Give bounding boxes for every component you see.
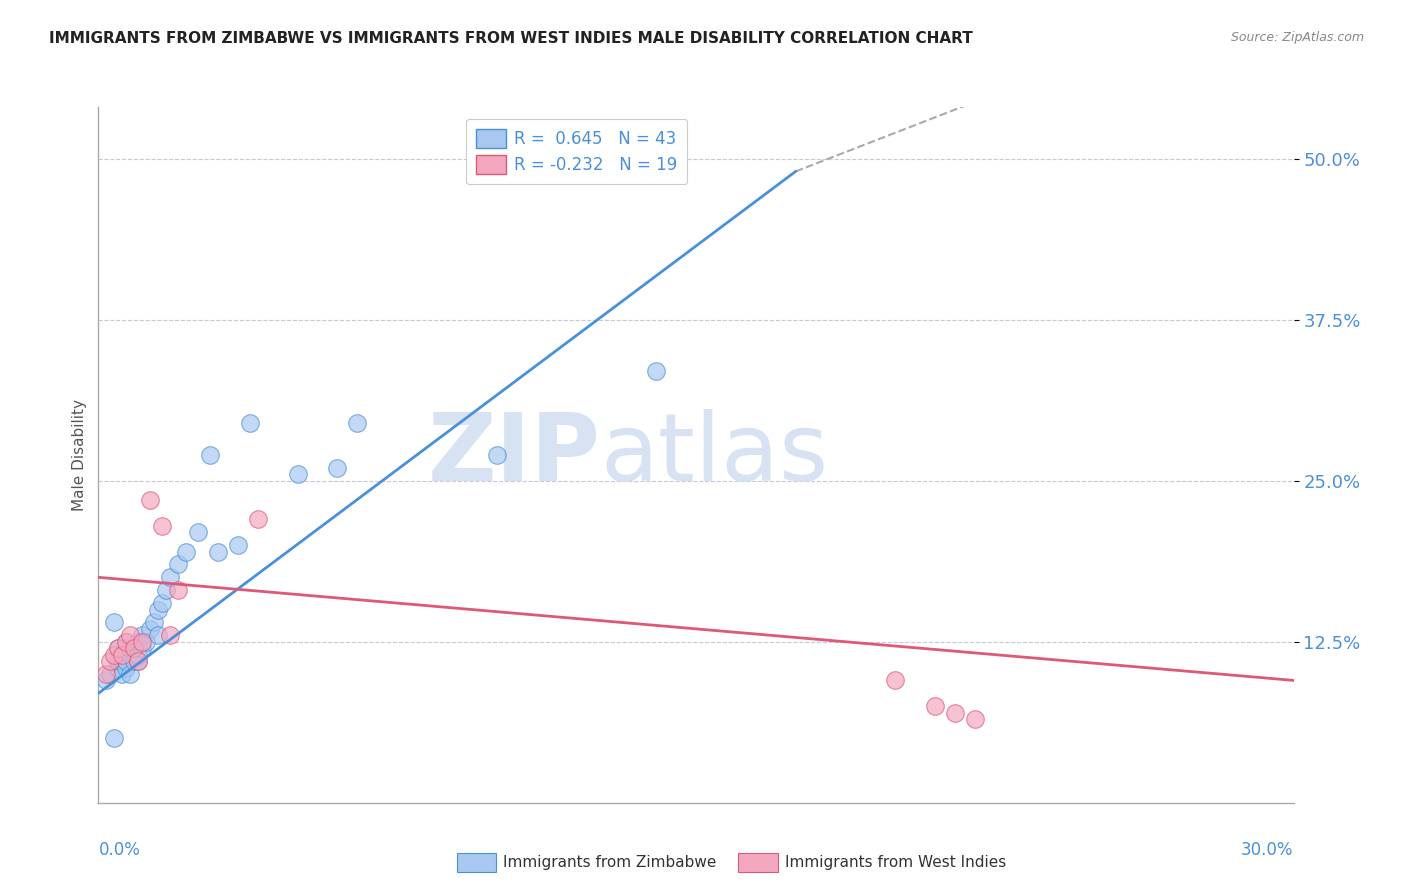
Point: [148, 628, 170, 642]
Point: [103, 731, 125, 746]
Point: [111, 654, 134, 668]
Point: [98, 654, 122, 668]
Point: [111, 667, 134, 681]
Point: [120, 628, 142, 642]
Point: [135, 634, 157, 648]
Text: ZIP: ZIP: [427, 409, 600, 501]
Point: [98, 667, 122, 681]
Point: [187, 525, 209, 540]
Text: atlas: atlas: [600, 409, 828, 501]
Point: [207, 544, 229, 558]
Point: [174, 544, 197, 558]
Point: [150, 518, 173, 533]
Point: [131, 634, 153, 648]
Point: [246, 512, 269, 526]
Text: Immigrants from West Indies: Immigrants from West Indies: [785, 855, 1005, 870]
Point: [326, 460, 349, 475]
Point: [167, 558, 190, 572]
Point: [924, 699, 946, 714]
Point: [96, 667, 118, 681]
Point: [120, 648, 142, 662]
Point: [103, 648, 125, 662]
Point: [139, 493, 162, 508]
Point: [148, 602, 170, 616]
Point: [131, 641, 153, 656]
Point: [107, 641, 129, 656]
Point: [115, 634, 138, 648]
Y-axis label: Male Disability: Male Disability: [72, 399, 87, 511]
Point: [143, 615, 166, 630]
Point: [107, 660, 129, 674]
Point: [139, 622, 162, 636]
Point: [127, 654, 149, 668]
Point: [131, 628, 153, 642]
Legend: R =  0.645   N = 43, R = -0.232   N = 19: R = 0.645 N = 43, R = -0.232 N = 19: [465, 119, 688, 184]
Point: [124, 654, 146, 668]
Point: [107, 654, 129, 668]
Text: Source: ZipAtlas.com: Source: ZipAtlas.com: [1230, 31, 1364, 45]
Point: [645, 364, 668, 378]
Point: [96, 673, 118, 688]
Point: [115, 634, 138, 648]
Point: [485, 448, 508, 462]
Point: [159, 570, 181, 584]
Point: [159, 628, 181, 642]
Point: [124, 641, 146, 656]
Point: [120, 641, 142, 656]
Point: [155, 583, 177, 598]
Point: [111, 648, 134, 662]
Point: [239, 416, 262, 430]
Text: 30.0%: 30.0%: [1241, 841, 1294, 859]
Point: [127, 634, 149, 648]
Point: [198, 448, 221, 462]
Point: [884, 673, 907, 688]
Point: [167, 583, 190, 598]
Point: [127, 654, 149, 668]
Point: [115, 654, 138, 668]
Point: [287, 467, 309, 482]
Point: [107, 641, 129, 656]
Point: [226, 538, 249, 552]
Point: [120, 667, 142, 681]
Text: Immigrants from Zimbabwe: Immigrants from Zimbabwe: [503, 855, 717, 870]
Point: [127, 648, 149, 662]
Point: [111, 648, 134, 662]
Point: [346, 416, 368, 430]
Point: [115, 660, 138, 674]
Point: [943, 706, 966, 720]
Point: [963, 712, 986, 726]
Point: [124, 641, 146, 656]
Text: IMMIGRANTS FROM ZIMBABWE VS IMMIGRANTS FROM WEST INDIES MALE DISABILITY CORRELAT: IMMIGRANTS FROM ZIMBABWE VS IMMIGRANTS F…: [49, 31, 973, 46]
Point: [150, 596, 173, 610]
Point: [103, 615, 125, 630]
Text: 0.0%: 0.0%: [98, 841, 141, 859]
